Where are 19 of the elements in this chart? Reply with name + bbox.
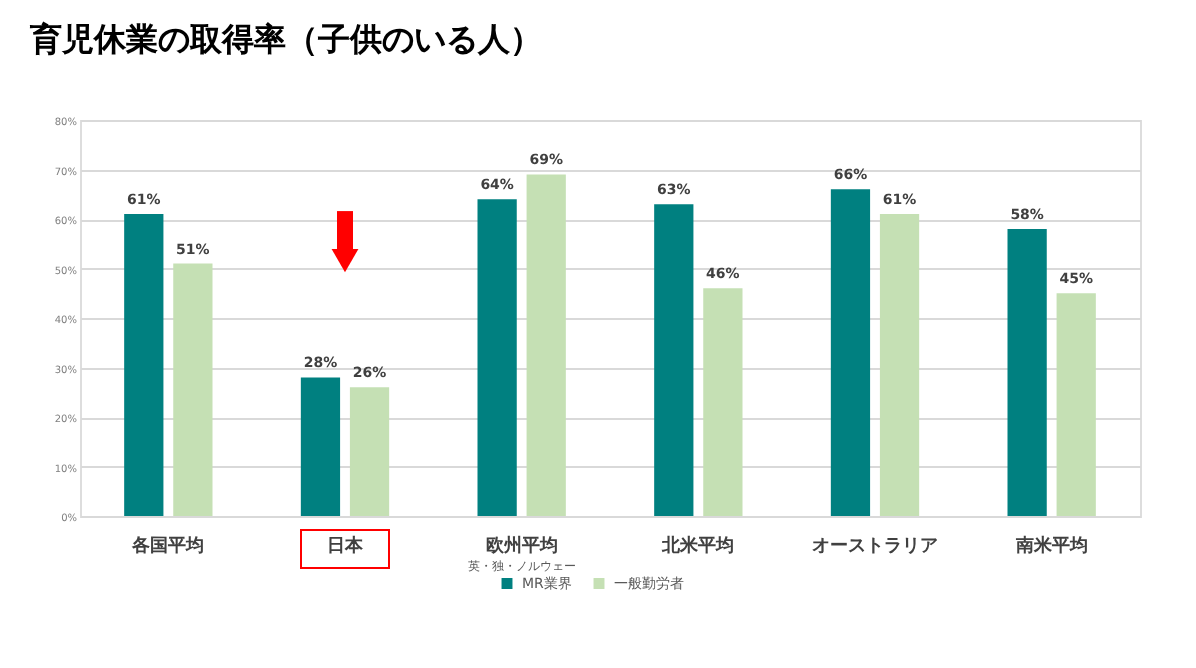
x-tick-label: オーストラリア [812,537,938,557]
chart-title: 育児休業の取得率（子供のいる人） [27,20,542,58]
bar [1056,293,1096,516]
bar [703,288,743,516]
bar [830,189,871,516]
x-tick-label: 日本 [327,535,365,557]
bar [124,214,164,516]
bar [654,204,694,516]
bar [879,214,920,516]
x-tick-label: 各国平均 [130,535,205,557]
bar [526,174,566,516]
x-tick-label: 北米平均 [660,535,735,557]
bar [1007,228,1047,516]
bar [173,263,213,516]
x-tick-label: 南米平均 [1013,535,1088,557]
bar [300,377,341,516]
x-tick-label: 欧州平均 [485,535,558,557]
bar [477,199,517,516]
bar [349,387,390,516]
